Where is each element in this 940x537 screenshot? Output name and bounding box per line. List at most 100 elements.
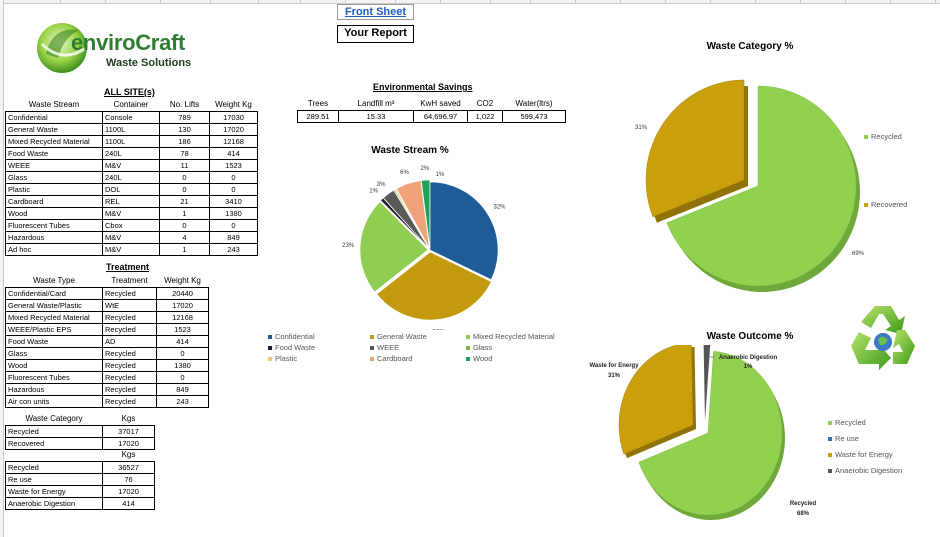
legend-item: Recycled xyxy=(828,418,866,427)
pie-slice-recycled[interactable] xyxy=(666,85,857,287)
pie-label: 68% xyxy=(797,511,810,517)
table-cell: Fluorescent Tubes xyxy=(5,370,103,384)
waste-stream-legend: Confidential General Waste Mixed Recycle… xyxy=(268,332,578,366)
legend-swatch-reuse xyxy=(828,436,832,441)
table-cell: Anaerobic Digestion xyxy=(5,496,103,510)
table-cell: 21 xyxy=(159,194,210,208)
table-cell: 20440 xyxy=(156,286,209,300)
table-cell: 17020 xyxy=(209,122,258,136)
legend-label: Recovered xyxy=(871,200,908,209)
table-cell: 414 xyxy=(209,146,258,160)
table-row: Cardboard REL 21 3410 xyxy=(5,194,258,208)
waste-stream-pie-chart[interactable]: 32%32%23%1%3%6%2%1% xyxy=(330,160,540,330)
table-row: Hazardous Recycled 849 xyxy=(5,382,209,396)
table-cell: Recycled xyxy=(102,358,157,372)
table-cell: 17030 xyxy=(209,110,258,124)
table-cell: Food Waste xyxy=(5,334,103,348)
pie-label: Recycled xyxy=(790,501,817,507)
pie-slice-recycled[interactable] xyxy=(638,350,783,516)
legend-label: Food Waste xyxy=(275,343,316,352)
pie-slice-mixed[interactable] xyxy=(359,201,429,293)
col-header: No. Lifts xyxy=(169,100,200,110)
legend-swatch-wood xyxy=(466,356,470,361)
table-cell: Re use xyxy=(5,472,103,486)
table-cell: Recycled xyxy=(5,460,103,474)
legend-item: Recycled xyxy=(864,132,902,141)
table-row: General Waste 1100L 130 17020 xyxy=(5,122,258,136)
water-value: 599,473 xyxy=(502,109,566,123)
col-header: Weight Kg xyxy=(164,276,201,286)
logo-swirl-icon xyxy=(37,23,87,73)
env-savings-values-row: 289.51 15.33 64,696.97 1,022 599,473 xyxy=(297,109,566,123)
pie-slice-wood[interactable] xyxy=(420,179,431,249)
table-cell: 130 xyxy=(159,122,210,136)
table-cell: 414 xyxy=(102,496,155,510)
category-header-row: Waste Category Kgs xyxy=(6,413,155,425)
table-cell: Glass xyxy=(5,170,103,184)
table-cell: Cardboard xyxy=(5,194,103,208)
table-row: Fluorescent Tubes Recycled 0 xyxy=(5,370,209,384)
table-cell: Hazardous xyxy=(5,230,103,244)
pie-slice-cardboard[interactable] xyxy=(396,180,430,249)
waste-outcome-chart-title: Waste Outcome % xyxy=(706,331,794,342)
legend-swatch-general xyxy=(370,334,374,339)
table-cell: M&V xyxy=(102,230,160,244)
front-sheet-link[interactable]: Front Sheet xyxy=(337,4,414,20)
col-header: KwH saved xyxy=(420,99,461,109)
table-row: Confidential/Card Recycled 20440 xyxy=(5,286,209,300)
sheet-column-header-strip xyxy=(0,0,940,4)
legend-label: Cardboard xyxy=(377,354,413,363)
table-cell: 17020 xyxy=(156,298,209,312)
legend-swatch-weee xyxy=(370,345,374,350)
pie-slice-general[interactable] xyxy=(376,251,492,321)
kwh-value: 64,696.97 xyxy=(413,109,468,123)
table-cell: 0 xyxy=(159,218,210,232)
pie-slice-plastic[interactable] xyxy=(394,188,430,249)
table-cell: Confidential xyxy=(5,110,103,124)
legend-label: General Waste xyxy=(377,332,427,341)
table-row: Recovered 17020 xyxy=(5,436,155,450)
pie-slice-ad[interactable] xyxy=(703,345,711,421)
envirocraft-logo: enviroCraft Waste Solutions xyxy=(34,14,204,78)
table-row: Anaerobic Digestion 414 xyxy=(5,496,155,510)
table-row: Re use 76 xyxy=(5,472,155,486)
col-header: Weight Kg xyxy=(215,100,252,110)
table-cell: Glass xyxy=(5,346,103,360)
table-row: Plastic DOL 0 0 xyxy=(5,182,258,196)
table-cell: 37017 xyxy=(102,424,155,438)
waste-outcome-table: Kgs Recycled 36527 Re use 76 Waste for Energ… xyxy=(5,449,155,510)
table-cell: M&V xyxy=(102,242,160,256)
table-cell: 0 xyxy=(209,218,258,232)
table-row: Glass Recycled 0 xyxy=(5,346,209,360)
table-cell: 0 xyxy=(156,346,209,360)
trees-value: 289.51 xyxy=(297,109,339,123)
treatment-heading: Treatment xyxy=(106,262,150,272)
table-cell: 1380 xyxy=(209,206,258,220)
col-header: Trees xyxy=(307,99,329,109)
legend-swatch-ad xyxy=(828,468,832,473)
pie-label: 31% xyxy=(635,125,648,131)
co2-value: 1,022 xyxy=(467,109,503,123)
table-cell: DOL xyxy=(102,182,160,196)
env-savings-table: Trees Landfill m³ KwH saved CO2 Water(lt… xyxy=(297,98,566,123)
legend-item: Waste for Energy xyxy=(828,450,893,459)
legend-item: General Waste xyxy=(370,332,427,341)
pie-slice-confidential[interactable] xyxy=(429,181,499,281)
table-cell: Recycled xyxy=(102,286,157,300)
table-row: Recycled 36527 xyxy=(5,460,155,474)
table-cell: 240L xyxy=(102,146,160,160)
legend-label: Anaerobic Digestion xyxy=(835,466,903,475)
pie-slice-recovered[interactable] xyxy=(645,79,745,218)
outcome-header-row: Kgs xyxy=(6,449,155,461)
table-cell: 78 xyxy=(159,146,210,160)
col-header: Treatment xyxy=(111,276,148,286)
waste-category-pie-chart[interactable]: 69% 31% xyxy=(620,60,870,300)
pie-slice-wte[interactable] xyxy=(618,345,694,455)
your-report-button[interactable]: Your Report xyxy=(337,25,414,43)
waste-outcome-pie-chart[interactable]: Recycled 68% Waste for Energy 31% Anaerobic … xyxy=(580,345,830,525)
table-cell: Waste for Energy xyxy=(5,484,103,498)
table-cell: 1523 xyxy=(209,158,258,172)
table-row: Mixed Recycled Material Recycled 12168 xyxy=(5,310,209,324)
legend-swatch-recovered xyxy=(864,202,868,207)
legend-label: Wood xyxy=(473,354,493,363)
